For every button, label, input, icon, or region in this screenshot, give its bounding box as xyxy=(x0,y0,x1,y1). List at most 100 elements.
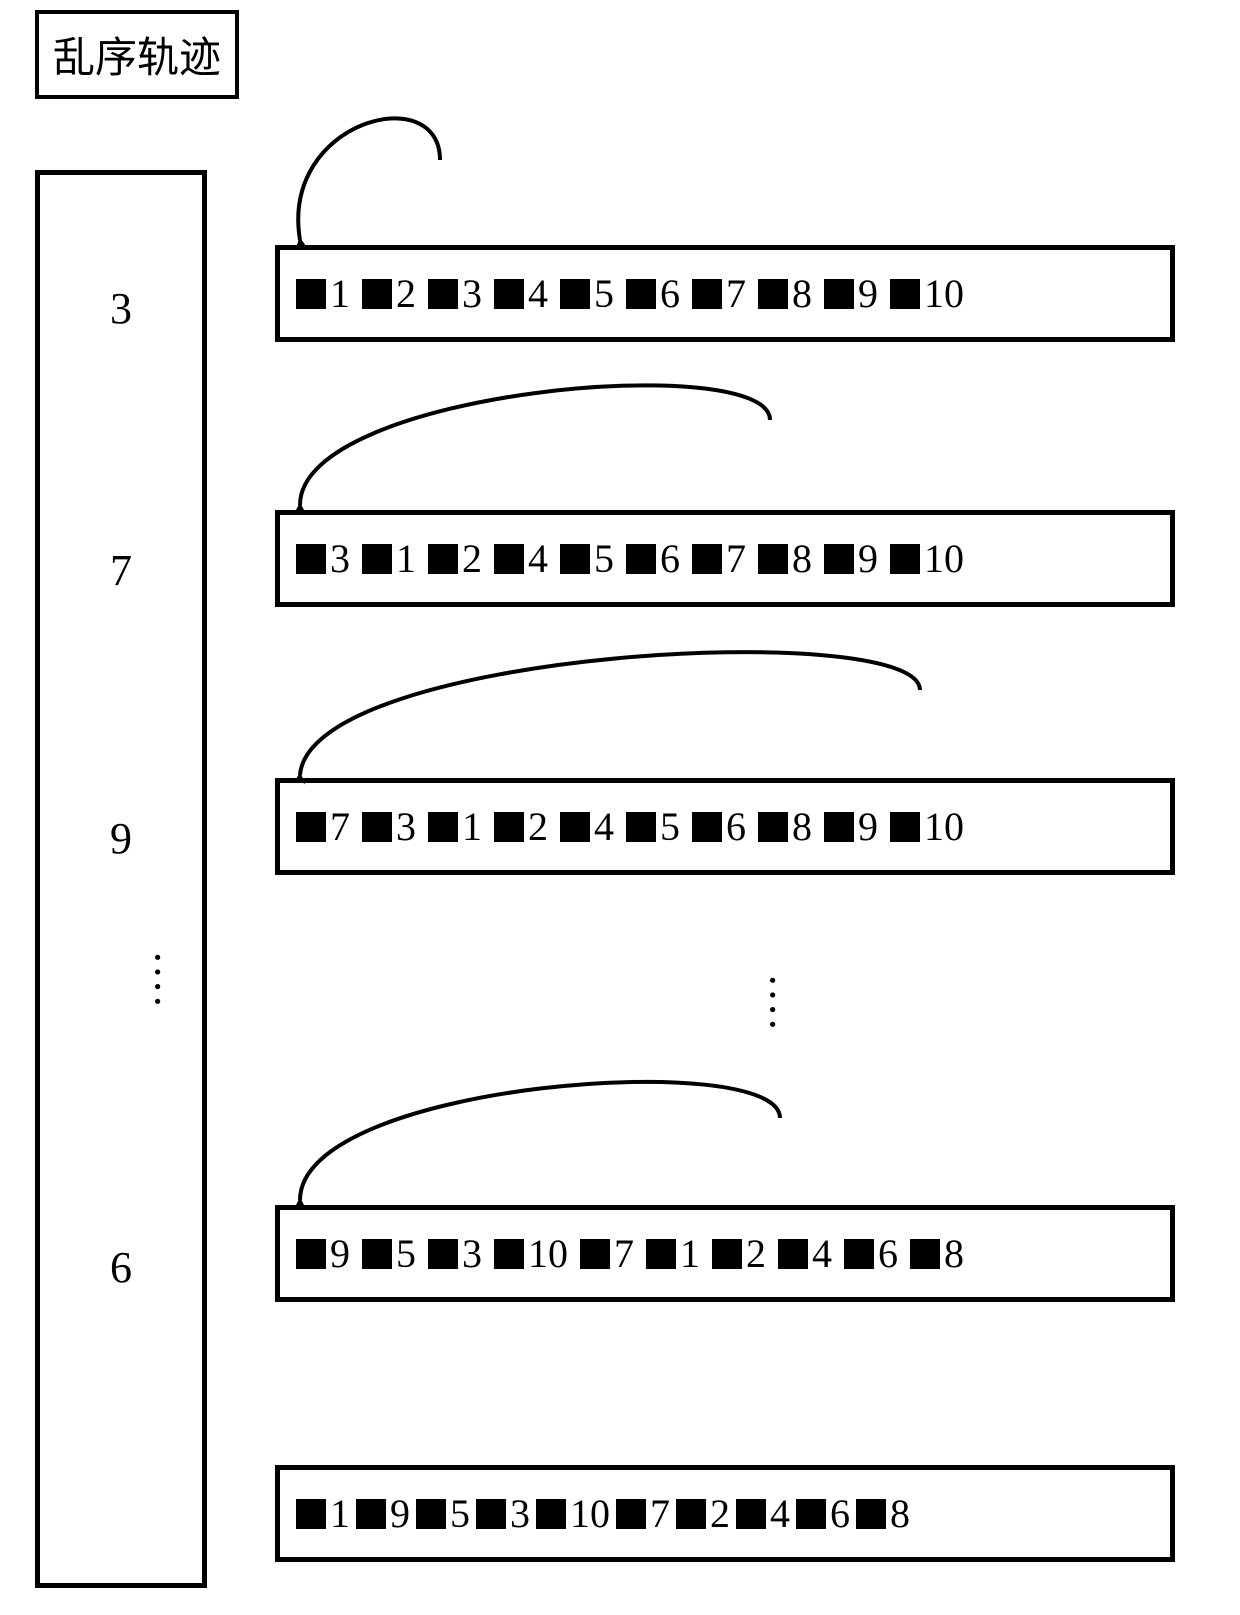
seq-item: 4 xyxy=(778,1230,844,1277)
seq-num: 7 xyxy=(726,535,746,582)
seq-num: 3 xyxy=(396,803,416,850)
seq-num: 2 xyxy=(396,270,416,317)
sequence-box-3: 95310712468 xyxy=(275,1205,1175,1302)
square-marker-icon xyxy=(626,279,656,309)
arrow-path-2 xyxy=(300,652,920,775)
square-marker-icon xyxy=(736,1499,766,1529)
seq-num: 6 xyxy=(660,270,680,317)
square-marker-icon xyxy=(428,812,458,842)
arrow-path-1 xyxy=(300,385,770,505)
square-marker-icon xyxy=(890,812,920,842)
seq-item: 3 xyxy=(362,803,428,850)
seq-num: 8 xyxy=(792,270,812,317)
square-marker-icon xyxy=(778,1239,808,1269)
seq-item: 1 xyxy=(296,270,362,317)
seq-num: 9 xyxy=(858,803,878,850)
seq-num: 10 xyxy=(570,1490,610,1537)
seq-item: 9 xyxy=(296,1230,362,1277)
arrow-path-3 xyxy=(300,1082,780,1200)
seq-num: 1 xyxy=(680,1230,700,1277)
sequence-box-4: 19531072468 xyxy=(275,1465,1175,1562)
seq-item: 1 xyxy=(646,1230,712,1277)
seq-item: 3 xyxy=(428,1230,494,1277)
seq-item: 1 xyxy=(428,803,494,850)
trajectory-num-0: 3 xyxy=(40,283,202,334)
square-marker-icon xyxy=(560,812,590,842)
square-marker-icon xyxy=(616,1499,646,1529)
square-marker-icon xyxy=(580,1239,610,1269)
seq-num: 10 xyxy=(528,1230,568,1277)
seq-item: 2 xyxy=(362,270,428,317)
seq-item: 9 xyxy=(824,270,890,317)
seq-item: 10 xyxy=(890,535,976,582)
seq-num: 9 xyxy=(858,535,878,582)
square-marker-icon xyxy=(494,279,524,309)
vdots-right: ···· xyxy=(760,973,784,1032)
seq-num: 6 xyxy=(660,535,680,582)
square-marker-icon xyxy=(494,812,524,842)
seq-item: 2 xyxy=(428,535,494,582)
trajectory-num-1: 7 xyxy=(40,545,202,596)
sequence-box-0: 123456789 10 xyxy=(275,245,1175,342)
seq-num: 2 xyxy=(462,535,482,582)
seq-num: 3 xyxy=(510,1490,530,1537)
seq-num: 1 xyxy=(330,1490,350,1537)
seq-item: 4 xyxy=(494,270,560,317)
seq-num: 5 xyxy=(594,270,614,317)
seq-item: 6 xyxy=(844,1230,910,1277)
square-marker-icon xyxy=(890,544,920,574)
seq-item: 7 xyxy=(580,1230,646,1277)
square-marker-icon xyxy=(890,279,920,309)
sequence-box-2: 73124568910 xyxy=(275,778,1175,875)
seq-num: 9 xyxy=(390,1490,410,1537)
seq-item: 8 xyxy=(856,1490,916,1537)
seq-item: 1 xyxy=(362,535,428,582)
seq-item: 2 xyxy=(676,1490,736,1537)
seq-item: 8 xyxy=(758,270,824,317)
square-marker-icon xyxy=(296,1499,326,1529)
seq-item: 9 xyxy=(824,535,890,582)
seq-item: 9 xyxy=(824,803,890,850)
seq-item: 2 xyxy=(494,803,560,850)
title-box: 乱序轨迹 xyxy=(35,10,239,99)
seq-item: 5 xyxy=(560,535,626,582)
square-marker-icon xyxy=(494,1239,524,1269)
square-marker-icon xyxy=(560,544,590,574)
square-marker-icon xyxy=(646,1239,676,1269)
seq-item: 7 xyxy=(692,270,758,317)
square-marker-icon xyxy=(824,279,854,309)
seq-num: 4 xyxy=(770,1490,790,1537)
square-marker-icon xyxy=(362,812,392,842)
square-marker-icon xyxy=(626,544,656,574)
seq-num: 2 xyxy=(710,1490,730,1537)
seq-item: 5 xyxy=(362,1230,428,1277)
seq-item: 3 xyxy=(476,1490,536,1537)
square-marker-icon xyxy=(676,1499,706,1529)
diagram-root: 乱序轨迹 3 7 9 ···· 6 1234567891031245678910… xyxy=(0,0,1240,1615)
square-marker-icon xyxy=(296,279,326,309)
seq-num: 10 xyxy=(924,270,964,317)
square-marker-icon xyxy=(476,1499,506,1529)
seq-item: 6 xyxy=(692,803,758,850)
title-text: 乱序轨迹 xyxy=(53,36,221,82)
seq-num: 8 xyxy=(890,1490,910,1537)
seq-num: 9 xyxy=(330,1230,350,1277)
seq-num: 4 xyxy=(594,803,614,850)
seq-item: 5 xyxy=(626,803,692,850)
seq-num: 8 xyxy=(792,803,812,850)
seq-num: 9 xyxy=(858,270,878,317)
square-marker-icon xyxy=(296,1239,326,1269)
square-marker-icon xyxy=(824,812,854,842)
seq-num: 3 xyxy=(462,1230,482,1277)
square-marker-icon xyxy=(692,279,722,309)
seq-item: 6 xyxy=(626,535,692,582)
square-marker-icon xyxy=(692,544,722,574)
seq-num: 8 xyxy=(944,1230,964,1277)
seq-item: 7 xyxy=(296,803,362,850)
seq-item: 3 xyxy=(428,270,494,317)
square-marker-icon xyxy=(536,1499,566,1529)
square-marker-icon xyxy=(416,1499,446,1529)
square-marker-icon xyxy=(758,279,788,309)
square-marker-icon xyxy=(910,1239,940,1269)
seq-item: 1 xyxy=(296,1490,356,1537)
